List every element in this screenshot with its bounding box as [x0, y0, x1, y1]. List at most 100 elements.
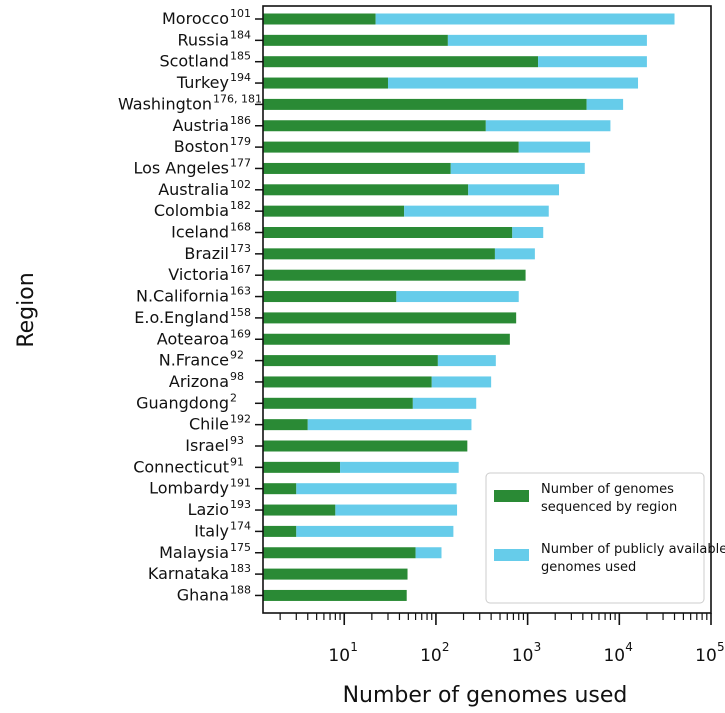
bar-sequenced-4: [263, 98, 587, 110]
category-label-15: Aotearoa: [157, 329, 229, 348]
category-ref-4: 176, 181: [213, 92, 262, 105]
category-ref-1: 184: [230, 28, 251, 41]
bar-sequenced-26: [263, 568, 408, 580]
category-ref-11: 173: [230, 242, 251, 255]
bar-public-22: [296, 483, 457, 495]
legend-swatch-public: [494, 549, 529, 561]
category-ref-13: 163: [230, 285, 251, 298]
bar-sequenced-13: [263, 291, 397, 303]
x-tick-exp-2: 3: [534, 640, 542, 654]
x-tick-label-2: 10: [512, 646, 534, 666]
category-ref-3: 194: [230, 71, 251, 84]
category-label-2: Scotland: [159, 52, 229, 71]
bar-sequenced-27: [263, 589, 407, 601]
x-axis-title: Number of genomes used: [343, 683, 628, 708]
bar-sequenced-11: [263, 248, 495, 260]
category-label-23: Lazio: [188, 500, 229, 519]
bar-sequenced-10: [263, 227, 513, 238]
category-label-4: Washington: [118, 94, 212, 113]
x-tick-label-1: 10: [420, 646, 442, 666]
bar-sequenced-9: [263, 205, 405, 217]
bar-public-13: [396, 291, 519, 303]
x-tick-exp-0: 1: [350, 640, 358, 654]
category-ref-27: 188: [230, 583, 251, 596]
bar-public-2: [538, 56, 647, 68]
bar-public-6: [518, 141, 591, 153]
bar-public-0: [375, 13, 675, 25]
bar-public-3: [387, 77, 639, 89]
bar-public-10: [512, 227, 544, 238]
bar-sequenced-1: [263, 34, 448, 46]
category-ref-10: 168: [230, 221, 251, 234]
category-label-5: Austria: [172, 116, 229, 135]
category-label-10: Iceland: [171, 223, 229, 242]
category-label-8: Australia: [158, 180, 229, 199]
x-axis-ticks: 10 1 10 2 10 3 10 4 10 5: [279, 613, 725, 666]
category-ref-7: 177: [230, 156, 251, 169]
bar-sequenced-8: [263, 184, 469, 196]
legend-label-public: Number of publicly available genomes use…: [541, 542, 725, 575]
category-ref-2: 185: [230, 50, 251, 63]
x-tick-exp-4: 5: [717, 640, 725, 654]
category-label-21: Connecticut: [133, 457, 229, 476]
category-label-25: Malaysia: [159, 543, 229, 562]
plot-frame: [262, 5, 712, 614]
category-label-16: N.France: [159, 351, 229, 370]
category-ref-9: 182: [230, 199, 251, 212]
bar-sequenced-2: [263, 56, 539, 68]
category-label-9: Colombia: [154, 201, 229, 220]
bar-public-1: [447, 34, 647, 46]
category-ref-19: 192: [230, 413, 251, 426]
category-ref-16: 92: [230, 349, 244, 362]
bar-sequenced-3: [263, 77, 388, 89]
bar-public-16: [437, 355, 496, 367]
bar-public-17: [431, 376, 492, 388]
category-label-26: Karnataka: [148, 564, 229, 583]
bar-public-8: [468, 184, 560, 196]
category-ref-17: 98: [230, 370, 244, 383]
category-ref-23: 193: [230, 498, 251, 511]
category-ref-6: 179: [230, 135, 251, 148]
bar-public-11: [494, 248, 535, 260]
category-label-1: Russia: [178, 30, 229, 49]
bar-sequenced-5: [263, 120, 486, 132]
category-ref-0: 101: [230, 7, 251, 20]
bar-public-18: [412, 397, 477, 409]
x-tick-label-0: 10: [328, 646, 350, 666]
bar-sequenced-14: [263, 312, 517, 324]
x-tick-exp-1: 2: [442, 640, 450, 654]
category-ref-24: 174: [230, 519, 251, 532]
bar-sequenced-16: [263, 355, 438, 367]
bar-public-23: [335, 504, 458, 516]
bar-sequenced-25: [263, 547, 416, 559]
category-label-22: Lombardy: [149, 479, 229, 498]
bar-sequenced-23: [263, 504, 336, 516]
bar-sequenced-18: [263, 397, 413, 409]
category-ref-14: 158: [230, 306, 251, 319]
legend-label-sequenced: Number of genomes sequenced by region: [541, 482, 678, 515]
category-label-3: Turkey: [176, 73, 229, 92]
category-label-18: Guangdong: [136, 393, 229, 412]
category-label-24: Italy: [194, 521, 229, 540]
y-axis-title: Region: [14, 272, 39, 347]
category-ref-26: 183: [230, 562, 251, 575]
category-ref-12: 167: [230, 263, 251, 276]
category-label-7: Los Angeles: [133, 158, 229, 177]
legend-swatch-sequenced: [494, 490, 529, 502]
category-label-0: Morocco: [162, 9, 229, 28]
bar-sequenced-19: [263, 419, 308, 431]
x-tick-label-4: 10: [695, 646, 717, 666]
category-ref-18: 2: [230, 391, 237, 404]
category-label-20: Israel: [185, 436, 229, 455]
bar-sequenced-12: [263, 269, 526, 281]
category-label-19: Chile: [189, 415, 229, 434]
category-ref-25: 175: [230, 541, 251, 554]
bar-public-24: [296, 525, 454, 537]
bar-public-5: [485, 120, 611, 132]
bar-public-7: [450, 162, 585, 174]
category-label-11: Brazil: [184, 244, 229, 263]
x-tick-exp-3: 4: [625, 640, 633, 654]
category-label-17: Arizona: [169, 372, 229, 391]
category-label-12: Victoria: [168, 265, 229, 284]
